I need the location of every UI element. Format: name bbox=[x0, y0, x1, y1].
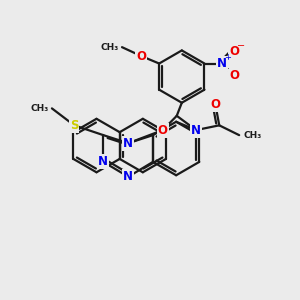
Text: CH₃: CH₃ bbox=[244, 130, 262, 140]
Text: CH₃: CH₃ bbox=[101, 43, 119, 52]
Text: N: N bbox=[191, 124, 201, 136]
Text: O: O bbox=[158, 124, 168, 136]
Text: O: O bbox=[229, 70, 239, 83]
Text: −: − bbox=[237, 41, 245, 51]
Text: N: N bbox=[98, 155, 108, 168]
Text: N: N bbox=[217, 57, 227, 70]
Text: O: O bbox=[136, 50, 146, 63]
Text: N: N bbox=[123, 170, 133, 183]
Text: S: S bbox=[70, 119, 79, 132]
Text: O: O bbox=[210, 98, 220, 111]
Text: O: O bbox=[229, 44, 239, 58]
Text: N: N bbox=[123, 137, 133, 150]
Text: CH₃: CH₃ bbox=[31, 104, 49, 113]
Text: +: + bbox=[224, 53, 231, 62]
